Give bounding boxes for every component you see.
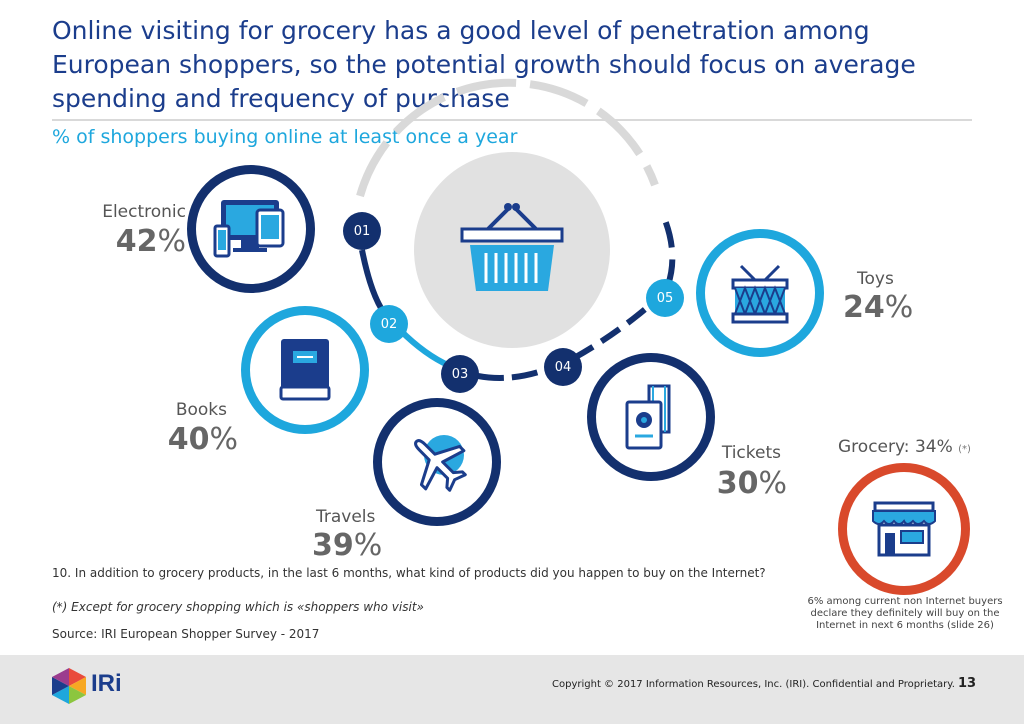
grocery-note: 6% among current non Internet buyers dec…	[807, 596, 1003, 631]
badge-03: 03	[441, 355, 479, 393]
iri-brand: IRi	[91, 670, 122, 697]
page-number: 13	[958, 676, 977, 691]
toys-label: Toys	[857, 269, 894, 289]
travels-circle	[373, 398, 501, 526]
title-divider	[52, 119, 972, 121]
iri-logo-icon	[52, 668, 86, 704]
tickets-label: Tickets	[721, 443, 781, 463]
badge-04: 04	[544, 348, 582, 386]
source-footnote: Source: IRI European Shopper Survey - 20…	[52, 627, 320, 641]
badge-01: 01	[343, 212, 381, 250]
badge-05: 05	[646, 279, 684, 317]
storefront-icon	[872, 501, 936, 557]
drum-icon	[731, 264, 789, 324]
copyright: Copyright © 2017 Information Resources, …	[552, 679, 955, 690]
iri-logo	[52, 668, 86, 704]
book-icon	[279, 339, 331, 401]
toys-percent: 24%	[843, 290, 914, 325]
question-footnote: 10. In addition to grocery products, in …	[52, 566, 766, 580]
books-circle	[241, 306, 369, 434]
electronic-circle	[187, 165, 315, 293]
center-basket-circle	[414, 152, 610, 348]
basket-icon	[460, 203, 564, 291]
books-label: Books	[175, 400, 227, 420]
footer-bar: IRi Copyright © 2017 Information Resourc…	[0, 655, 1024, 724]
exception-footnote: (*) Except for grocery shopping which is…	[52, 600, 424, 614]
grocery-label: Grocery: 34%	[838, 437, 953, 457]
airplane-icon	[414, 435, 467, 492]
tickets-percent: 30%	[716, 466, 787, 501]
grocery-circle	[838, 463, 970, 595]
tickets-circle	[587, 353, 715, 481]
badge-02: 02	[370, 305, 408, 343]
travels-label: Travels	[316, 507, 376, 527]
electronic-percent: 42%	[115, 224, 186, 259]
travels-percent: 39%	[312, 528, 383, 563]
grocery-label-line: Grocery: 34% (*)	[838, 437, 971, 457]
grocery-footnote-marker: (*)	[958, 444, 971, 455]
toys-circle	[696, 229, 824, 357]
electronic-label: Electronic	[102, 202, 186, 222]
gray-outer-arc	[356, 78, 659, 198]
books-percent: 40%	[167, 422, 238, 457]
ticket-passport-icon	[625, 384, 671, 450]
devices-icon	[213, 200, 285, 258]
